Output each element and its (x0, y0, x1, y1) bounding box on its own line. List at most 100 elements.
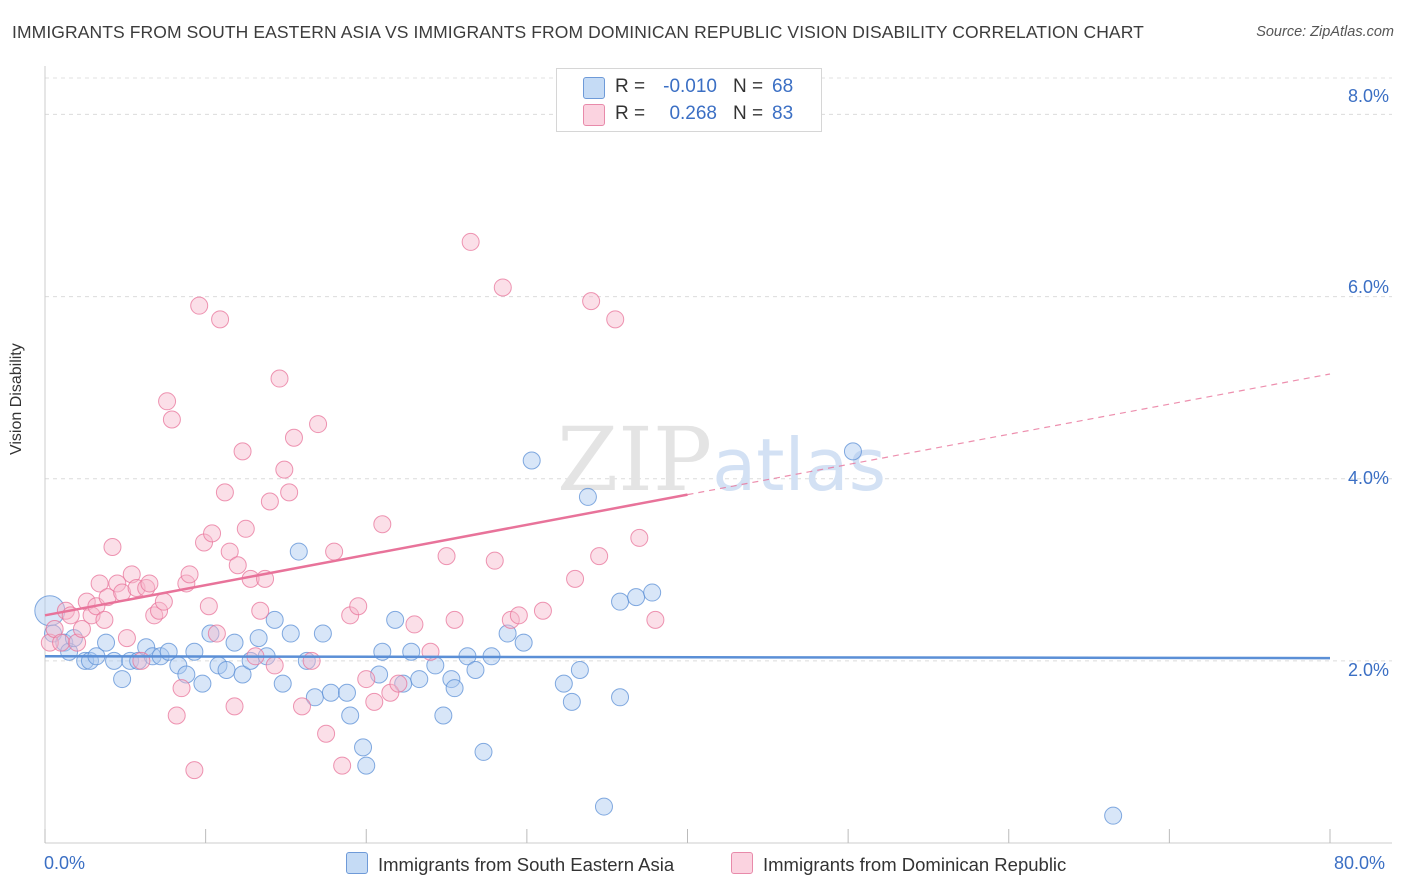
point-south-eastern-asia (289, 542, 308, 561)
point-south-eastern-asia (281, 624, 300, 643)
point-dominican-republic (167, 706, 186, 725)
point-south-eastern-asia (514, 633, 533, 652)
point-dominican-republic (566, 569, 585, 588)
legend-swatch-blue (583, 77, 605, 99)
point-south-eastern-asia (193, 674, 212, 693)
point-dominican-republic (228, 556, 247, 575)
point-dominican-republic (154, 592, 173, 611)
chart-title: IMMIGRANTS FROM SOUTH EASTERN ASIA VS IM… (12, 22, 1144, 42)
point-dominican-republic (215, 483, 234, 502)
point-south-eastern-asia (337, 683, 356, 702)
point-dominican-republic (190, 296, 209, 315)
point-dominican-republic (233, 442, 252, 461)
point-south-eastern-asia (201, 624, 220, 643)
point-dominican-republic (162, 410, 181, 429)
legend-n-label: N = (733, 76, 764, 97)
point-dominican-republic (122, 565, 141, 584)
point-south-eastern-asia (177, 665, 196, 684)
point-dominican-republic (236, 519, 255, 538)
point-dominican-republic (317, 724, 336, 743)
point-dominican-republic (140, 574, 159, 593)
point-dominican-republic (325, 542, 344, 561)
y-tick-label-4: 4.0% (1348, 468, 1390, 488)
point-dominican-republic (445, 610, 464, 629)
point-dominican-republic (437, 547, 456, 566)
point-dominican-republic (132, 651, 151, 670)
point-dominican-republic (630, 528, 649, 547)
point-south-eastern-asia (611, 688, 630, 707)
legend-series-label: Immigrants from South Eastern Asia (378, 854, 675, 875)
point-dominican-republic (72, 619, 91, 638)
point-dominican-republic (461, 232, 480, 251)
point-south-eastern-asia (466, 660, 485, 679)
point-south-eastern-asia (357, 756, 376, 775)
legend-row-south-eastern-asia: R = -0.010 N = 68 (557, 75, 821, 99)
point-south-eastern-asia (225, 633, 244, 652)
legend-swatch-blue (346, 852, 368, 874)
point-dominican-republic (180, 565, 199, 584)
point-dominican-republic (533, 601, 552, 620)
point-south-eastern-asia (410, 670, 429, 689)
point-south-eastern-asia (562, 692, 581, 711)
trend-line-dominican-republic (44, 493, 688, 617)
watermark: ZIPatlas (557, 408, 886, 511)
point-dominican-republic (284, 428, 303, 447)
point-dominican-republic (117, 629, 136, 648)
point-dominican-republic (357, 670, 376, 689)
legend-r-value: 0.268 (669, 103, 717, 124)
point-south-eastern-asia (265, 610, 284, 629)
trend-line-south-eastern-asia (44, 655, 1331, 660)
point-dominican-republic (98, 588, 117, 607)
point-dominican-republic (172, 679, 191, 698)
point-dominican-republic (275, 460, 294, 479)
point-south-eastern-asia (522, 451, 541, 470)
source-credit: Source: ZipAtlas.com (1256, 24, 1394, 40)
point-south-eastern-asia (498, 624, 517, 643)
point-dominican-republic (646, 610, 665, 629)
point-south-eastern-asia (97, 633, 116, 652)
point-dominican-republic (405, 615, 424, 634)
point-south-eastern-asia (554, 674, 573, 693)
point-dominican-republic (485, 551, 504, 570)
point-south-eastern-asia (474, 742, 493, 761)
point-dominican-republic (185, 761, 204, 780)
x-tick-label-max: 80.0% (1334, 853, 1386, 873)
point-south-eastern-asia (249, 629, 268, 648)
y-tick-label-8: 8.0% (1348, 86, 1390, 106)
point-south-eastern-asia (434, 706, 453, 725)
point-south-eastern-asia (113, 670, 132, 689)
y-tick-label-6: 6.0% (1348, 277, 1390, 297)
point-dominican-republic (203, 524, 222, 543)
legend-n-value: 83 (772, 103, 794, 124)
point-south-eastern-asia (217, 660, 236, 679)
legend-series-label: Immigrants from Dominican Republic (763, 854, 1067, 875)
point-dominican-republic (373, 515, 392, 534)
point-dominican-republic (158, 392, 177, 411)
point-dominican-republic (150, 601, 169, 620)
stats-legend: R = -0.010 N = 68 R = 0.268 N = 83 (556, 68, 822, 132)
point-dominican-republic (606, 310, 625, 329)
x-tick-label-min: 0.0% (44, 853, 86, 873)
point-dominican-republic (199, 597, 218, 616)
point-dominican-republic (302, 651, 321, 670)
legend-swatch-pink (583, 104, 605, 126)
point-dominican-republic (365, 692, 384, 711)
point-dominican-republic (509, 606, 528, 625)
point-dominican-republic (280, 483, 299, 502)
legend-row-dominican-republic: R = 0.268 N = 83 (557, 102, 821, 126)
point-dominican-republic (251, 601, 270, 620)
point-dominican-republic (260, 492, 279, 511)
point-south-eastern-asia (321, 683, 340, 702)
point-dominican-republic (207, 624, 226, 643)
point-dominican-republic (95, 610, 114, 629)
point-dominican-republic (293, 697, 311, 716)
legend-item-south-eastern-asia: Immigrants from South Eastern Asia (346, 852, 674, 876)
point-dominican-republic (265, 656, 284, 675)
point-dominican-republic (68, 633, 87, 652)
point-south-eastern-asia (273, 674, 292, 693)
point-south-eastern-asia (105, 651, 124, 670)
point-south-eastern-asia (570, 660, 589, 679)
point-south-eastern-asia (313, 624, 332, 643)
point-dominican-republic (220, 542, 239, 561)
